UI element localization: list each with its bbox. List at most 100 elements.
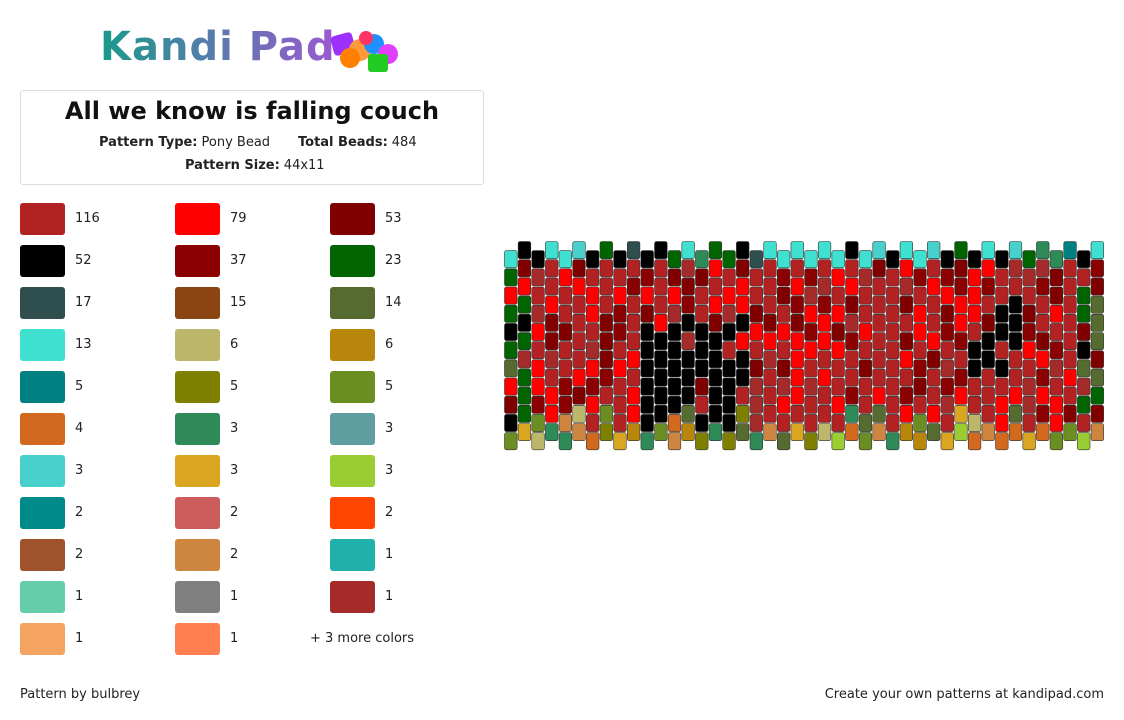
bead xyxy=(763,423,777,442)
bead xyxy=(981,350,995,369)
bead xyxy=(531,268,545,287)
bead xyxy=(695,377,709,396)
bead xyxy=(899,295,913,314)
bead xyxy=(763,350,777,369)
bead xyxy=(776,359,791,378)
bead xyxy=(858,250,873,269)
bead xyxy=(599,259,613,278)
bead xyxy=(763,241,777,260)
bead xyxy=(681,241,695,260)
color-swatch xyxy=(175,371,220,403)
bead xyxy=(804,268,818,287)
bead xyxy=(981,295,995,314)
bead xyxy=(681,314,695,332)
bead xyxy=(545,332,559,351)
bead xyxy=(736,332,750,351)
bead xyxy=(722,268,736,287)
bead xyxy=(913,268,927,287)
bead xyxy=(640,268,654,287)
bead xyxy=(1022,286,1036,305)
bead xyxy=(817,314,832,332)
bead xyxy=(1008,332,1023,351)
bead xyxy=(722,377,736,396)
bead xyxy=(695,395,709,414)
bead xyxy=(1022,268,1036,287)
bead xyxy=(858,341,873,360)
bead xyxy=(940,359,954,378)
color-swatch xyxy=(175,203,220,235)
bead xyxy=(899,368,913,387)
bead xyxy=(558,286,573,305)
bead xyxy=(1063,332,1077,351)
bead xyxy=(940,414,954,432)
bead xyxy=(1036,241,1050,260)
bead xyxy=(940,268,954,287)
footer-link[interactable]: Create your own patterns at kandipad.com xyxy=(824,687,1104,702)
bead xyxy=(967,304,982,323)
bead xyxy=(817,259,832,278)
bead xyxy=(1049,432,1064,451)
bead xyxy=(858,323,873,341)
bead xyxy=(1022,377,1036,396)
color-count: 6 xyxy=(230,337,239,352)
bead-pattern xyxy=(504,241,1104,451)
bead xyxy=(599,423,613,442)
label: Pattern Type: xyxy=(99,135,198,150)
bead xyxy=(708,314,723,332)
color-count: 2 xyxy=(230,505,239,520)
more-colors: + 3 more colors xyxy=(310,631,415,646)
bead xyxy=(736,405,750,423)
color-count: 1 xyxy=(385,547,394,562)
bead xyxy=(504,341,518,360)
bead xyxy=(531,323,545,341)
bead xyxy=(531,395,545,414)
bead xyxy=(790,405,804,423)
bead xyxy=(1090,241,1104,260)
bead xyxy=(626,423,641,442)
bead xyxy=(640,341,654,360)
bead xyxy=(817,295,832,314)
bead xyxy=(504,323,518,341)
bead xyxy=(886,359,900,378)
bead xyxy=(1063,295,1077,314)
bead xyxy=(599,405,613,423)
color-swatch xyxy=(20,413,65,445)
bead xyxy=(845,332,859,351)
bead xyxy=(531,304,545,323)
bead xyxy=(817,423,832,442)
bead xyxy=(981,241,995,260)
bead xyxy=(899,386,913,405)
bead xyxy=(886,323,900,341)
bead xyxy=(995,359,1009,378)
bead xyxy=(1008,423,1023,442)
logo-beads xyxy=(330,31,398,72)
bead xyxy=(517,314,532,332)
bead xyxy=(858,377,873,396)
bead xyxy=(967,341,982,360)
bead xyxy=(886,395,900,414)
bead xyxy=(981,386,995,405)
logo[interactable]: Kandi Pad xyxy=(100,24,336,70)
bead xyxy=(1090,368,1104,387)
bead xyxy=(599,332,613,351)
bead xyxy=(831,323,845,341)
bead xyxy=(804,359,818,378)
bead xyxy=(667,323,682,341)
color-swatch xyxy=(20,245,65,277)
bead xyxy=(599,295,613,314)
color-swatch xyxy=(175,623,220,655)
bead xyxy=(654,368,668,387)
bead xyxy=(967,268,982,287)
bead xyxy=(1022,359,1036,378)
bead xyxy=(817,350,832,369)
bead xyxy=(572,277,586,296)
bead xyxy=(763,314,777,332)
bead xyxy=(545,423,559,442)
bead xyxy=(995,304,1009,323)
bead xyxy=(586,286,600,305)
bead xyxy=(599,241,613,260)
bead xyxy=(804,304,818,323)
bead xyxy=(954,332,968,351)
bead xyxy=(1008,386,1023,405)
bead xyxy=(790,277,804,296)
